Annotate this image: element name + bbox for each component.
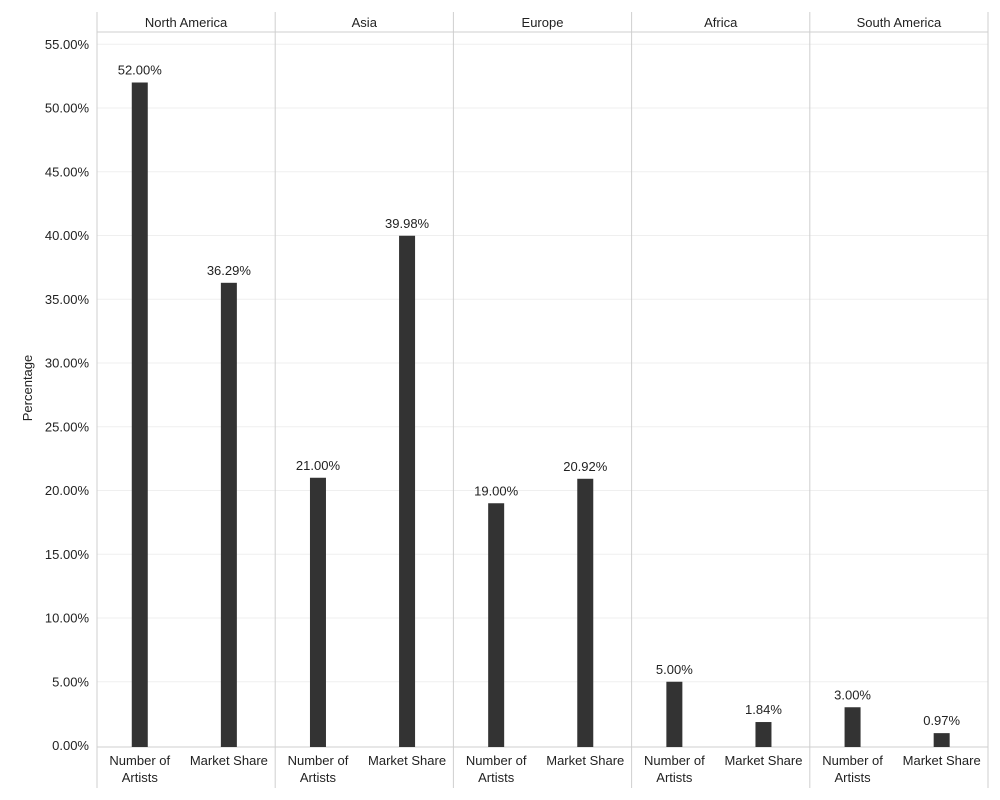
y-tick-label: 40.00%	[45, 228, 90, 243]
bar	[844, 707, 861, 747]
y-tick-label: 35.00%	[45, 292, 90, 307]
panel-header: Asia	[352, 15, 378, 30]
panel-header: Africa	[704, 15, 738, 30]
y-tick-label: 15.00%	[45, 547, 90, 562]
y-tick-label: 45.00%	[45, 164, 90, 179]
bars	[131, 82, 950, 747]
y-tick-label: 55.00%	[45, 37, 90, 52]
data-label: 21.00%	[296, 458, 341, 473]
data-label: 3.00%	[834, 687, 871, 702]
y-tick-label: 10.00%	[45, 611, 90, 626]
data-label: 19.00%	[474, 483, 519, 498]
panel-dividers	[96, 12, 989, 788]
data-label: 5.00%	[656, 662, 693, 677]
category-labels: Number of Artists Market Share Number of Art…	[109, 753, 980, 785]
y-axis-title: Percentage	[20, 355, 35, 422]
y-tick-label: 5.00%	[52, 674, 89, 689]
category-label: Number of Artists	[288, 753, 349, 785]
category-label: Number of Artists	[644, 753, 705, 785]
category-label: Market Share	[368, 753, 446, 768]
data-label: 0.97%	[923, 713, 960, 728]
y-tick-label: 0.00%	[52, 738, 89, 753]
category-label: Market Share	[903, 753, 981, 768]
panel-header: South America	[857, 15, 942, 30]
category-label: Market Share	[190, 753, 268, 768]
y-tick-label: 25.00%	[45, 419, 90, 434]
bar	[577, 478, 594, 747]
bar	[488, 503, 505, 747]
category-label: Market Share	[546, 753, 624, 768]
data-label: 52.00%	[118, 63, 163, 78]
category-label: Market Share	[724, 753, 802, 768]
y-tick-label: 50.00%	[45, 101, 90, 116]
bar	[666, 681, 683, 747]
gridlines	[97, 43, 988, 683]
panel-header: Europe	[522, 15, 564, 30]
data-label: 20.92%	[563, 459, 608, 474]
data-label: 39.98%	[385, 216, 430, 231]
y-tick-label: 30.00%	[45, 356, 90, 371]
bar	[131, 82, 148, 747]
category-label: Number of Artists	[466, 753, 527, 785]
category-label: Number of Artists	[109, 753, 170, 785]
bar	[933, 733, 950, 747]
bar	[399, 235, 416, 747]
data-label: 1.84%	[745, 702, 782, 717]
y-tick-label: 20.00%	[45, 483, 90, 498]
bar	[220, 282, 237, 747]
panel-header: North America	[145, 15, 228, 30]
data-labels: 52.00% 36.29% 21.00% 39.98% 19.00% 20.92% 5.00…	[118, 63, 961, 729]
category-label: Number of Artists	[822, 753, 883, 785]
panel-headers: North America Asia Europe Africa South Ameri…	[145, 15, 942, 30]
bar	[755, 722, 772, 747]
data-label: 36.29%	[207, 263, 252, 278]
bar	[309, 477, 326, 747]
y-axis-ticks: 0.00% 5.00% 10.00% 15.00% 20.00% 25.00% 30.00%…	[45, 37, 90, 753]
